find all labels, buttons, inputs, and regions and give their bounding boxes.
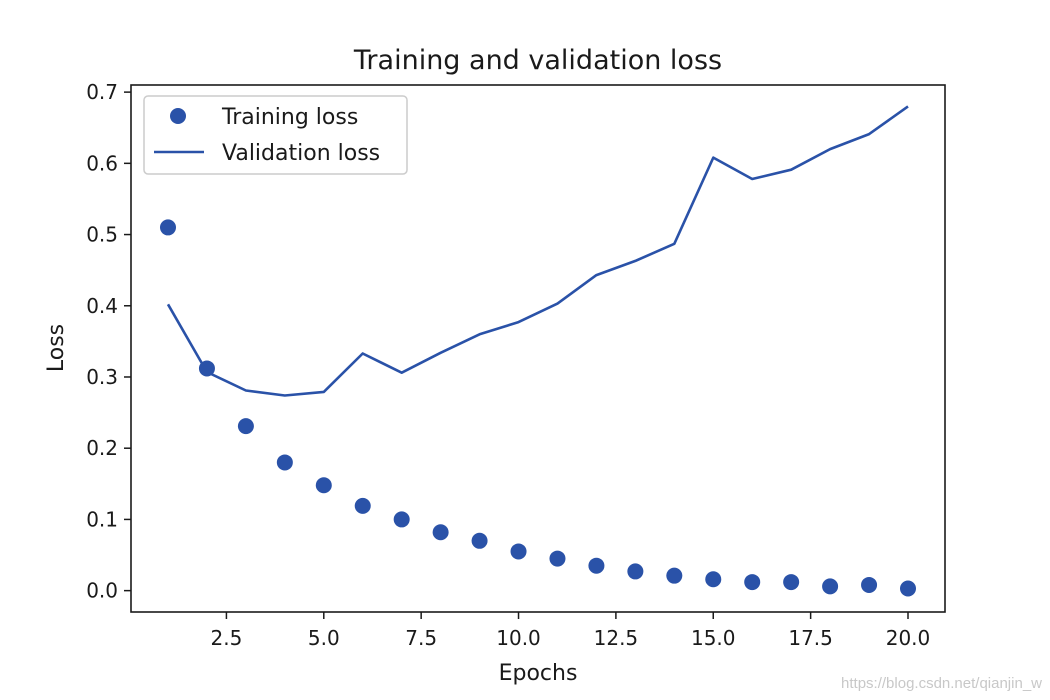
data-point-training-loss	[471, 532, 488, 549]
y-axis-label: Loss	[44, 324, 69, 372]
data-point-training-loss	[432, 524, 449, 541]
y-tick-label: 0.3	[86, 365, 118, 389]
data-point-training-loss	[861, 576, 878, 593]
data-point-training-loss	[393, 511, 410, 528]
data-point-training-loss	[354, 497, 371, 514]
x-tick-label: 12.5	[594, 626, 639, 650]
x-tick-label: 15.0	[691, 626, 736, 650]
legend-box	[143, 95, 408, 175]
data-point-training-loss	[627, 563, 644, 580]
x-tick-label: 10.0	[496, 626, 541, 650]
y-tick-label: 0.6	[86, 151, 118, 175]
y-tick-label: 0.2	[86, 436, 118, 460]
data-point-training-loss	[276, 454, 293, 471]
data-point-training-loss	[822, 578, 839, 595]
x-axis: 2.5 5.0 7.5 10.0 12.5 15.0 17.5 20.0	[211, 612, 931, 650]
x-tick-label: 17.5	[788, 626, 833, 650]
data-point-training-loss	[900, 580, 916, 597]
x-axis-label: Epochs	[499, 661, 578, 686]
data-point-training-loss	[510, 543, 527, 560]
y-tick-label: 0.4	[86, 294, 118, 318]
data-point-training-loss	[588, 557, 605, 574]
plot-frame	[130, 84, 946, 613]
y-tick-label: 0.1	[86, 507, 118, 531]
y-tick-label: 0.5	[86, 223, 118, 247]
data-point-training-loss	[315, 477, 332, 494]
legend-marker-training-loss	[170, 108, 186, 124]
data-point-training-loss	[160, 219, 176, 236]
legend-label-validation-loss: Validation loss	[222, 141, 380, 166]
data-point-training-loss	[744, 574, 761, 591]
data-point-training-loss	[549, 550, 566, 567]
data-point-training-loss	[666, 567, 683, 584]
y-axis: 0.0 0.1 0.2 0.3 0.4 0.5 0.6 0.7	[86, 80, 131, 603]
legend-label-training-loss: Training loss	[221, 105, 358, 130]
x-tick-label: 20.0	[886, 626, 931, 650]
x-tick-label: 5.0	[308, 626, 340, 650]
data-point-training-loss	[705, 571, 722, 588]
watermark: https://blog.csdn.net/qianjin_w	[841, 675, 1042, 692]
data-point-training-loss	[783, 574, 800, 591]
y-tick-label: 0.0	[86, 579, 118, 603]
series-layer	[160, 105, 916, 597]
y-tick-label: 0.7	[86, 80, 118, 104]
data-point-training-loss	[237, 418, 254, 435]
legend: Training loss Validation loss	[143, 95, 408, 175]
x-tick-label: 2.5	[211, 626, 243, 650]
chart-title: Training and validation loss	[353, 45, 722, 76]
series-line-validation-loss	[166, 105, 909, 397]
x-tick-label: 7.5	[405, 626, 437, 650]
